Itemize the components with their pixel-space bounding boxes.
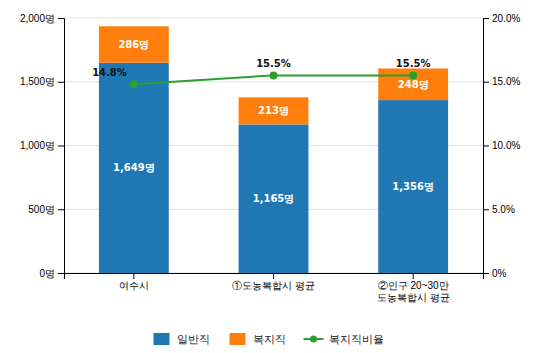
tick-label: 2,000명 xyxy=(20,13,55,24)
tick-label: 10.0% xyxy=(492,140,520,151)
data-label: 286명 xyxy=(118,39,149,50)
tick-label: 15.0% xyxy=(492,76,520,87)
legend-swatch xyxy=(230,333,246,345)
data-label: 1,649명 xyxy=(113,162,155,173)
tick-mark xyxy=(273,273,274,279)
tick-label: 500명 xyxy=(28,204,55,215)
tick-label: 0명 xyxy=(39,268,55,279)
tick: 10.0% xyxy=(483,140,520,151)
tick: 5.0% xyxy=(483,204,515,215)
legend-item: 일반직 xyxy=(154,333,210,346)
bar xyxy=(99,26,169,62)
data-label: 14.8% xyxy=(92,67,127,78)
tick: 1,500명 xyxy=(20,76,64,87)
tick-mark xyxy=(58,146,64,147)
tick-mark xyxy=(58,273,64,274)
tick-label: 0% xyxy=(492,268,507,279)
tick-label: 여수시 xyxy=(119,280,149,291)
legend-label: 복지직비율 xyxy=(329,333,384,346)
legend-item: 복지직비율 xyxy=(304,333,384,346)
bar xyxy=(378,68,448,100)
legend-item: 복지직 xyxy=(230,333,286,346)
bar xyxy=(99,63,169,273)
legend-swatch xyxy=(154,333,170,345)
data-label: 1,165명 xyxy=(253,193,295,204)
tick-mark xyxy=(413,273,414,279)
tick-mark xyxy=(58,82,64,83)
grid xyxy=(64,18,483,273)
tick-label: 1,000명 xyxy=(20,140,55,151)
ratio-marker xyxy=(130,80,138,88)
legend-label: 일반직 xyxy=(177,333,210,346)
bar xyxy=(378,100,448,273)
tick-label: ①도농복합시 평균 xyxy=(232,280,315,291)
tick: 1,000명 xyxy=(20,140,64,151)
data-label: 1,356명 xyxy=(392,181,434,192)
chart: 1,649명 1,165명 1,356명 286명 213명 248명 14.8% 15.5%… xyxy=(0,0,535,353)
tick: 15.0% xyxy=(483,76,520,87)
tick: 0% xyxy=(483,268,507,279)
tick: 500명 xyxy=(28,204,64,215)
tick: 2,000명 xyxy=(20,13,64,24)
tick-mark xyxy=(483,82,489,83)
tick: 여수시 xyxy=(119,273,149,291)
axis-line xyxy=(65,274,484,280)
tick-mark xyxy=(58,209,64,210)
y-axis: 0명 500명 1,000명 1,500명 2,000명 xyxy=(20,13,65,279)
legend-swatch xyxy=(310,336,317,343)
tick-mark xyxy=(483,146,489,147)
x-axis: 여수시 ①도농복합시 평균 ②인구 20~30만도농복합시 평균 xyxy=(65,273,484,303)
tick-mark xyxy=(483,209,489,210)
legend: 일반직 복지직 복지직비율 xyxy=(154,333,384,346)
tick-label: ②인구 20~30만도농복합시 평균 xyxy=(377,280,450,303)
tick: 20.0% xyxy=(483,13,520,24)
tick-mark xyxy=(58,18,64,19)
plot-area xyxy=(99,26,448,273)
data-label: 15.5% xyxy=(256,58,291,69)
tick: ①도농복합시 평균 xyxy=(232,273,315,291)
data-label: 15.5% xyxy=(396,58,431,69)
data-labels: 1,649명 1,165명 1,356명 286명 213명 248명 14.8% 15.5%… xyxy=(92,39,434,204)
tick: ②인구 20~30만도농복합시 평균 xyxy=(377,273,450,303)
axis-line xyxy=(484,19,490,274)
tick-label: 5.0% xyxy=(492,204,515,215)
data-label: 248명 xyxy=(398,79,429,90)
ratio-marker xyxy=(270,71,278,79)
axis-line xyxy=(58,19,65,274)
tick-label: 20.0% xyxy=(492,13,520,24)
bar xyxy=(239,124,309,273)
tick-mark xyxy=(133,273,134,279)
tick-label: 1,500명 xyxy=(20,76,55,87)
tick: 0명 xyxy=(39,268,64,279)
tick-mark xyxy=(483,18,489,19)
y2-axis: 0% 5.0% 10.0% 15.0% 20.0% xyxy=(483,13,520,279)
legend-label: 복지직 xyxy=(253,333,286,346)
bar xyxy=(239,97,309,124)
data-label: 213명 xyxy=(258,105,289,116)
grid-line xyxy=(64,18,483,19)
